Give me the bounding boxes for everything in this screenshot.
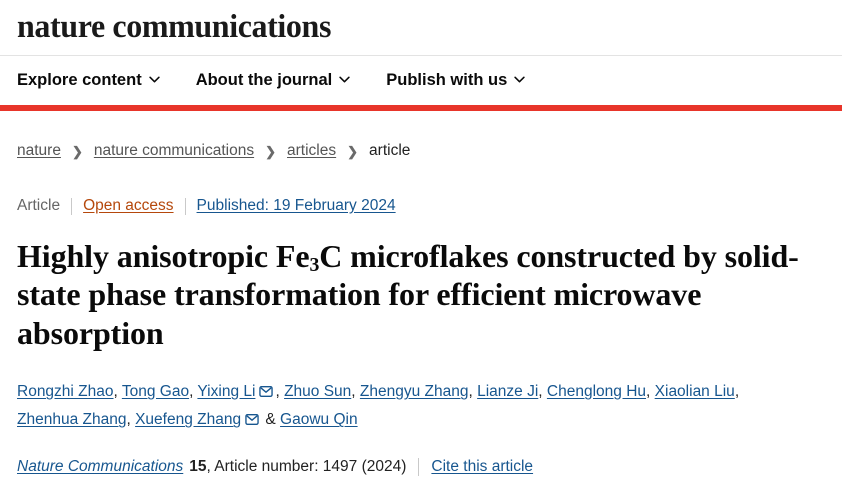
author-separator: & xyxy=(261,411,281,429)
title-part-1: Highly anisotropic Fe xyxy=(17,238,310,274)
envelope-icon[interactable] xyxy=(259,386,274,398)
author-link[interactable]: Xuefeng Zhang xyxy=(135,411,242,429)
author-list: Rongzhi Zhao, Tong Gao, Yixing Li, Zhuo … xyxy=(17,378,825,434)
author-separator: , xyxy=(646,383,655,401)
volume-number: 15 xyxy=(189,457,207,475)
page-title: Highly anisotropic Fe3C microflakes cons… xyxy=(17,237,807,352)
author-separator: , xyxy=(189,383,198,401)
open-access-link[interactable]: Open access xyxy=(83,197,174,214)
author-link[interactable]: Xiaolian Liu xyxy=(654,383,735,401)
author-link[interactable]: Chenglong Hu xyxy=(546,383,647,401)
nav-item-label: Publish with us xyxy=(386,71,508,89)
nav-item-publish-with-us[interactable]: Publish with us xyxy=(386,71,525,90)
author-separator: , xyxy=(275,383,285,401)
primary-navigation: Explore content About the journal Publis… xyxy=(0,56,842,111)
nav-item-label: About the journal xyxy=(195,71,333,89)
author-separator: , xyxy=(351,383,360,401)
author-link[interactable]: Zhenhua Zhang xyxy=(17,411,127,429)
author-separator: , xyxy=(538,383,547,401)
chevron-down-icon xyxy=(514,74,525,85)
article-meta-line: Article Open access Published: 19 Februa… xyxy=(17,197,825,215)
author-link[interactable]: Zhengyu Zhang xyxy=(359,383,469,401)
author-link[interactable]: Zhuo Sun xyxy=(284,383,352,401)
chevron-down-icon xyxy=(149,74,160,85)
author-separator: , xyxy=(468,383,478,401)
breadcrumb-separator-icon: ❯ xyxy=(71,143,83,159)
author-separator: , xyxy=(126,411,136,429)
chevron-down-icon xyxy=(339,74,350,85)
author-link[interactable]: Tong Gao xyxy=(121,383,190,401)
breadcrumb: nature ❯ nature communications ❯ article… xyxy=(17,142,825,160)
journal-name-link[interactable]: Nature Communications xyxy=(17,457,184,475)
breadcrumb-item-nature[interactable]: nature xyxy=(17,142,61,159)
author-link[interactable]: Yixing Li xyxy=(197,383,256,401)
author-link[interactable]: Rongzhi Zhao xyxy=(17,383,114,401)
nav-item-label: Explore content xyxy=(17,71,142,89)
cite-this-article-link[interactable]: Cite this article xyxy=(431,457,534,475)
author-link[interactable]: Gaowu Qin xyxy=(280,411,358,429)
article-type-label: Article xyxy=(17,197,61,214)
meta-divider xyxy=(184,197,186,215)
author-link[interactable]: Lianze Ji xyxy=(477,383,539,401)
meta-divider xyxy=(71,197,73,215)
title-subscript: 3 xyxy=(309,254,320,277)
nav-item-explore-content[interactable]: Explore content xyxy=(17,71,160,90)
envelope-icon[interactable] xyxy=(245,414,259,426)
title-part-2: C microflakes constructed by solid-state… xyxy=(17,238,799,351)
article-number-text: , Article number: 1497 (2024) xyxy=(206,457,407,475)
author-separator: , xyxy=(113,383,122,401)
breadcrumb-item-article: article xyxy=(369,142,411,159)
published-date-link[interactable]: Published: 19 February 2024 xyxy=(196,197,396,214)
nature-communications-logo[interactable]: nature communications xyxy=(17,9,332,45)
citation-divider xyxy=(418,457,420,476)
breadcrumb-separator-icon: ❯ xyxy=(265,143,277,159)
citation-line: Nature Communications 15 , Article numbe… xyxy=(17,457,825,476)
nav-item-about-the-journal[interactable]: About the journal xyxy=(196,71,351,90)
author-separator: , xyxy=(734,383,740,401)
article-header-region: nature ❯ nature communications ❯ article… xyxy=(0,142,842,476)
breadcrumb-item-articles[interactable]: articles xyxy=(287,142,337,159)
breadcrumb-separator-icon: ❯ xyxy=(347,143,359,159)
site-masthead: nature communications xyxy=(0,0,842,56)
breadcrumb-item-nature-communications[interactable]: nature communications xyxy=(93,142,255,159)
